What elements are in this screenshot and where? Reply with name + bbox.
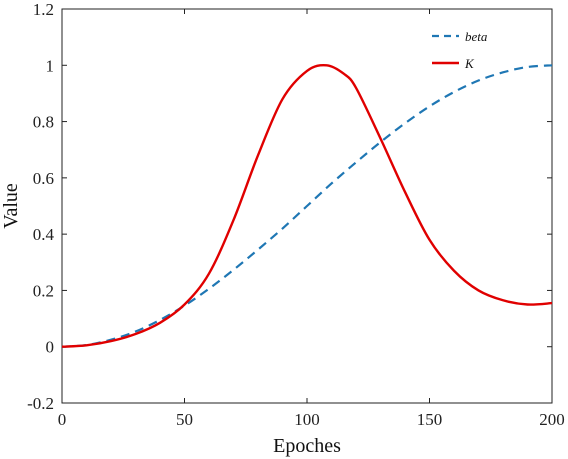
y-tick-label: 0.8 — [33, 113, 54, 132]
x-tick-label: 50 — [176, 410, 193, 429]
x-tick-label: 150 — [417, 410, 443, 429]
legend: beta K — [432, 29, 488, 71]
y-tick-label: 1.2 — [33, 0, 54, 19]
y-tick-label: -0.2 — [27, 394, 54, 413]
legend-label-k: K — [464, 56, 475, 71]
y-tick-label: 0 — [46, 338, 55, 357]
y-axis-label: Value — [0, 183, 22, 229]
legend-label-beta: beta — [465, 29, 488, 44]
y-tick-label: 0.6 — [33, 169, 54, 188]
y-tick-label: 0.4 — [33, 225, 55, 244]
x-tick-label: 100 — [294, 410, 320, 429]
series-line-beta — [61, 64, 553, 348]
series-layer — [61, 63, 553, 348]
series-line-k — [61, 63, 553, 348]
y-tick-label: 0.2 — [33, 281, 54, 300]
x-axis-label: Epoches — [273, 435, 341, 457]
axes-ticks: 0 50 100 150 200-0.200.20.40.60.811.2 — [27, 0, 565, 429]
y-tick-label: 1 — [46, 56, 55, 75]
x-tick-label: 200 — [539, 410, 565, 429]
x-tick-label: 0 — [58, 410, 67, 429]
